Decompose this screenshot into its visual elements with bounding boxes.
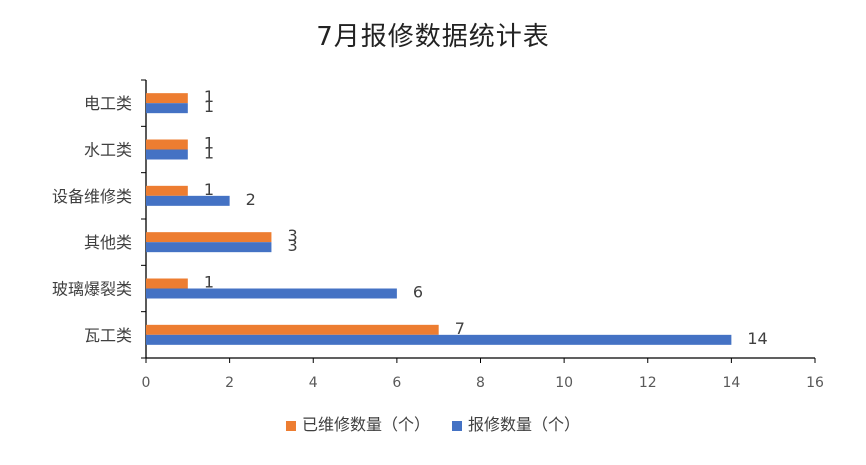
x-tick-label: 2 xyxy=(225,375,234,391)
bar-repaired[interactable] xyxy=(146,324,439,335)
data-label: 1 xyxy=(204,144,214,163)
legend-label: 已维修数量（个） xyxy=(302,415,430,434)
legend-swatch xyxy=(452,421,462,431)
data-label: 7 xyxy=(455,319,465,338)
data-label: 6 xyxy=(413,283,423,302)
data-label: 3 xyxy=(287,236,297,255)
data-label: 3 xyxy=(287,226,297,245)
x-tick-label: 14 xyxy=(722,375,740,391)
x-tick-label: 10 xyxy=(555,375,573,391)
data-label: 1 xyxy=(204,87,214,106)
x-tick-label: 8 xyxy=(476,375,485,391)
legend-label: 报修数量（个） xyxy=(468,415,580,434)
bar-reported[interactable] xyxy=(146,103,188,114)
data-label: 1 xyxy=(204,97,214,116)
legend-swatch xyxy=(285,421,296,431)
category-label: 瓦工类 xyxy=(84,326,132,345)
x-tick-label: 6 xyxy=(392,375,401,391)
bar-reported[interactable] xyxy=(146,149,188,160)
bar-repaired[interactable] xyxy=(146,185,188,196)
bar-repaired[interactable] xyxy=(146,93,188,104)
data-label: 14 xyxy=(747,329,767,348)
bar-repaired[interactable] xyxy=(146,278,188,289)
chart-title: 7月报修数据统计表 xyxy=(316,22,550,52)
category-label: 电工类 xyxy=(84,94,132,113)
bar-reported[interactable] xyxy=(146,334,732,345)
data-label: 2 xyxy=(246,190,256,209)
bar-repaired[interactable] xyxy=(146,139,188,150)
category-label: 水工类 xyxy=(84,141,132,160)
bar-reported[interactable] xyxy=(146,195,230,206)
data-label: 1 xyxy=(204,134,214,153)
bar-reported[interactable] xyxy=(146,288,397,299)
x-tick-label: 0 xyxy=(142,375,151,391)
bar-repaired[interactable] xyxy=(146,232,272,243)
x-tick-label: 12 xyxy=(639,375,657,391)
data-label: 1 xyxy=(204,180,214,199)
bar-reported[interactable] xyxy=(146,242,272,253)
x-tick-label: 16 xyxy=(806,375,824,391)
category-label: 玻璃爆裂类 xyxy=(52,280,132,299)
x-tick-label: 4 xyxy=(309,375,318,391)
category-label: 设备维修类 xyxy=(52,187,132,206)
category-label: 其他类 xyxy=(84,233,132,252)
data-label: 1 xyxy=(204,273,214,292)
